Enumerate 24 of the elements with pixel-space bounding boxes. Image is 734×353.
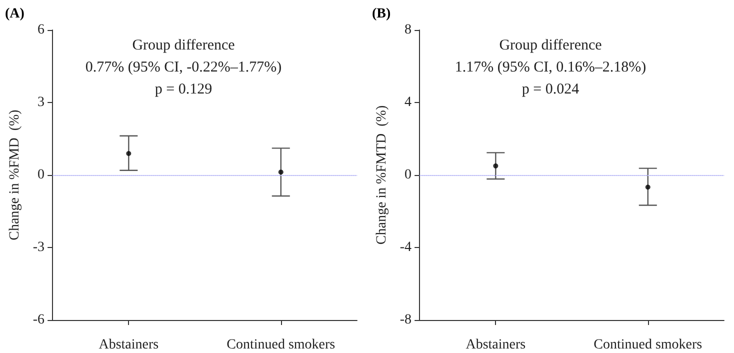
chart-title: (B)	[372, 6, 391, 22]
annotation: Group difference	[499, 38, 602, 54]
annotation: p = 0.024	[522, 82, 580, 98]
annotation: 1.17% (95% CI, 0.16%–2.18%)	[454, 60, 646, 76]
x-tick-label: Continued smokers	[594, 338, 702, 352]
chart-title: (A)	[5, 6, 25, 22]
y-tick-label: 6	[38, 22, 45, 38]
y-tick-label: -4	[400, 240, 412, 255]
y-axis-title: Change in %FMD (%)	[8, 109, 22, 240]
annotation: 0.77% (95% CI, -0.22%–1.77%)	[85, 60, 282, 76]
y-tick-label: 0	[404, 168, 412, 182]
y-tick-label: -3	[32, 240, 45, 255]
y-tick-label: 4	[404, 95, 412, 110]
y-tick-label: -8	[400, 312, 412, 328]
y-tick-label: 3	[38, 95, 45, 110]
x-tick-label: Abstainers	[466, 338, 526, 352]
y-tick-label: 0	[38, 168, 45, 182]
y-tick-label: -6	[32, 312, 45, 328]
x-tick-label: Continued smokers	[226, 338, 336, 352]
annotation: Group difference	[132, 38, 236, 54]
y-tick-label: 8	[404, 22, 412, 38]
x-tick-label: Abstainers	[98, 338, 159, 352]
annotation: p = 0.129	[154, 82, 212, 98]
y-axis-title: Change in %FMTD (%)	[374, 105, 390, 245]
